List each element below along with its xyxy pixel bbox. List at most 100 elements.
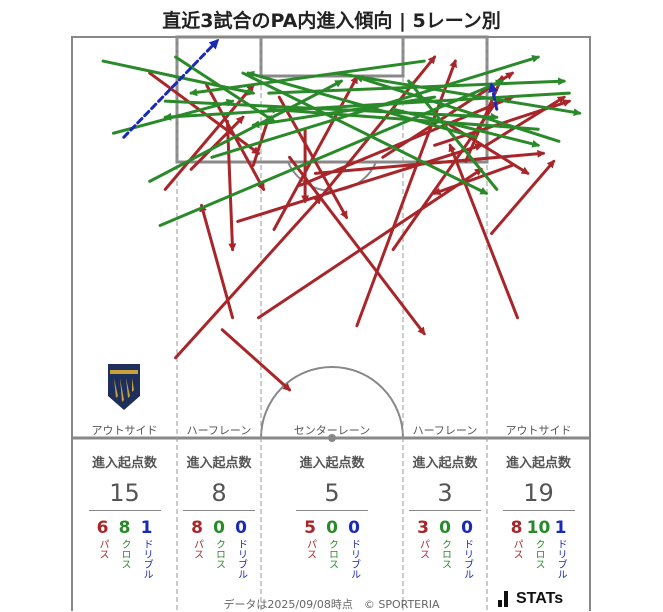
arrow-layer <box>101 38 582 392</box>
stat-pass-count: 3 <box>417 518 429 538</box>
stat-dribble: 0 ドリブル <box>460 519 474 579</box>
stat-total: 19 <box>502 479 575 511</box>
stat-dribble-label: ドリブル <box>235 539 247 579</box>
stat-pass-label: パス <box>191 539 203 559</box>
pass-arrow <box>272 75 359 231</box>
stat-header: 進入起点数 <box>186 456 252 471</box>
lane-label-halfspace-left: ハーフレーン <box>186 424 252 437</box>
stat-dribble-count: 1 <box>140 518 153 538</box>
pass-arrow <box>225 119 237 252</box>
stat-pass: 3 パス <box>416 519 430 579</box>
center-spot <box>328 434 336 442</box>
stats-bars-icon <box>498 591 512 607</box>
stat-breakdown: 8 パス 0 クロス 0 ドリブル <box>183 519 255 579</box>
pass-arrow <box>448 143 519 320</box>
lane-stat-3: 進入起点数 3 3 パス 0 クロス 0 ドリブル <box>403 452 487 579</box>
pass-arrow <box>432 163 514 196</box>
goal-area <box>259 35 405 78</box>
stat-cross: 0 クロス <box>212 519 226 579</box>
pass-arrow <box>189 115 245 171</box>
stat-cross: 0 クロス <box>438 519 452 579</box>
team-crest-icon <box>108 364 140 410</box>
stat-pass-label: パス <box>417 539 429 559</box>
lane-stat-1: 進入起点数 8 8 パス 0 クロス 0 ドリブル <box>177 452 261 579</box>
stat-dribble-count: 0 <box>461 518 473 538</box>
stat-cross-count: 0 <box>326 518 338 538</box>
pass-arrow <box>256 167 483 320</box>
stat-breakdown: 8 パス 10 クロス 1 ドリブル <box>503 519 575 579</box>
lane-stat-0: 進入起点数 15 6 パス 8 クロス 1 ドリブル <box>72 452 177 579</box>
stat-pass-count: 8 <box>191 518 203 538</box>
pass-arrow <box>490 159 556 235</box>
pass-arrow <box>484 95 566 147</box>
lane-label-outside-left: アウトサイド <box>91 424 158 437</box>
stat-pass: 8 パス <box>510 519 524 579</box>
pass-arrow <box>220 328 292 392</box>
dribble-arrow <box>488 82 499 111</box>
stat-header: 進入起点数 <box>505 456 571 471</box>
cross-arrow <box>266 105 540 131</box>
stat-pass-label: パス <box>511 539 522 559</box>
stat-dribble-count: 1 <box>554 518 567 538</box>
cross-arrow <box>148 79 344 183</box>
lane-label-center: センターレーン <box>293 424 371 437</box>
stat-dribble-label: ドリブル <box>555 539 566 579</box>
stat-dribble-label: ドリブル <box>348 539 360 579</box>
stat-dribble-count: 0 <box>235 518 247 538</box>
stat-cross-count: 10 <box>526 518 551 538</box>
stat-dribble: 0 ドリブル <box>347 519 361 579</box>
stat-total: 3 <box>409 479 481 511</box>
dribble-arrow <box>122 38 220 139</box>
stat-cross-count: 0 <box>213 518 225 538</box>
stat-header: 進入起点数 <box>412 456 478 471</box>
pass-arrow <box>236 143 484 223</box>
stat-pass: 8 パス <box>190 519 204 579</box>
stat-breakdown: 3 パス 0 クロス 0 ドリブル <box>409 519 481 579</box>
stat-total: 15 <box>88 479 161 511</box>
pass-arrow <box>163 83 255 191</box>
chart-title: 直近3試合のPA内進入傾向 | 5レーン別 <box>162 10 501 32</box>
stat-pass-count: 8 <box>510 518 523 538</box>
stat-dribble-label: ドリブル <box>461 539 473 579</box>
stat-cross-count: 0 <box>439 518 451 538</box>
stat-total: 8 <box>183 479 255 511</box>
lane-label-outside-right: アウトサイド <box>505 424 572 437</box>
pass-arrow <box>277 95 349 220</box>
pass-arrow <box>319 55 437 199</box>
stat-header: 進入起点数 <box>299 456 365 471</box>
stat-cross-label: クロス <box>119 539 130 569</box>
stat-pass-label: パス <box>97 539 108 559</box>
pass-arrow <box>148 71 261 155</box>
stat-cross: 10 クロス <box>527 519 551 579</box>
stat-cross: 8 クロス <box>118 519 132 579</box>
brand-text: STATs <box>516 590 564 607</box>
stat-dribble-count: 0 <box>348 518 360 538</box>
stat-total: 5 <box>296 479 368 511</box>
stat-pass-count: 6 <box>96 518 109 538</box>
stat-pass: 5 パス <box>303 519 317 579</box>
stat-header: 進入起点数 <box>91 456 157 471</box>
stat-cross-label: クロス <box>326 539 338 569</box>
stat-dribble-label: ドリブル <box>141 539 152 579</box>
stat-dribble: 0 ドリブル <box>234 519 248 579</box>
stat-cross-label: クロス <box>533 539 544 569</box>
cross-arrow <box>334 71 582 117</box>
cross-arrow <box>163 91 571 121</box>
stat-cross-count: 8 <box>118 518 131 538</box>
stat-pass-label: パス <box>304 539 316 559</box>
brand-logo: STATs <box>498 590 563 608</box>
lane-label-halfspace-right: ハーフレーン <box>412 424 478 437</box>
stat-cross: 0 クロス <box>325 519 339 579</box>
lane-stat-2: 進入起点数 5 5 パス 0 クロス 0 ドリブル <box>261 452 403 579</box>
stat-breakdown: 5 パス 0 クロス 0 ドリブル <box>296 519 368 579</box>
center-circle <box>260 366 404 439</box>
cross-arrow <box>391 107 541 148</box>
pass-arrow <box>174 195 323 360</box>
stat-pass: 6 パス <box>96 519 110 579</box>
pass-arrow <box>288 155 426 336</box>
pass-arrow <box>313 149 546 175</box>
stat-cross-label: クロス <box>213 539 225 569</box>
stat-breakdown: 6 パス 8 クロス 1 ドリブル <box>89 519 161 579</box>
cross-arrow <box>354 75 561 143</box>
